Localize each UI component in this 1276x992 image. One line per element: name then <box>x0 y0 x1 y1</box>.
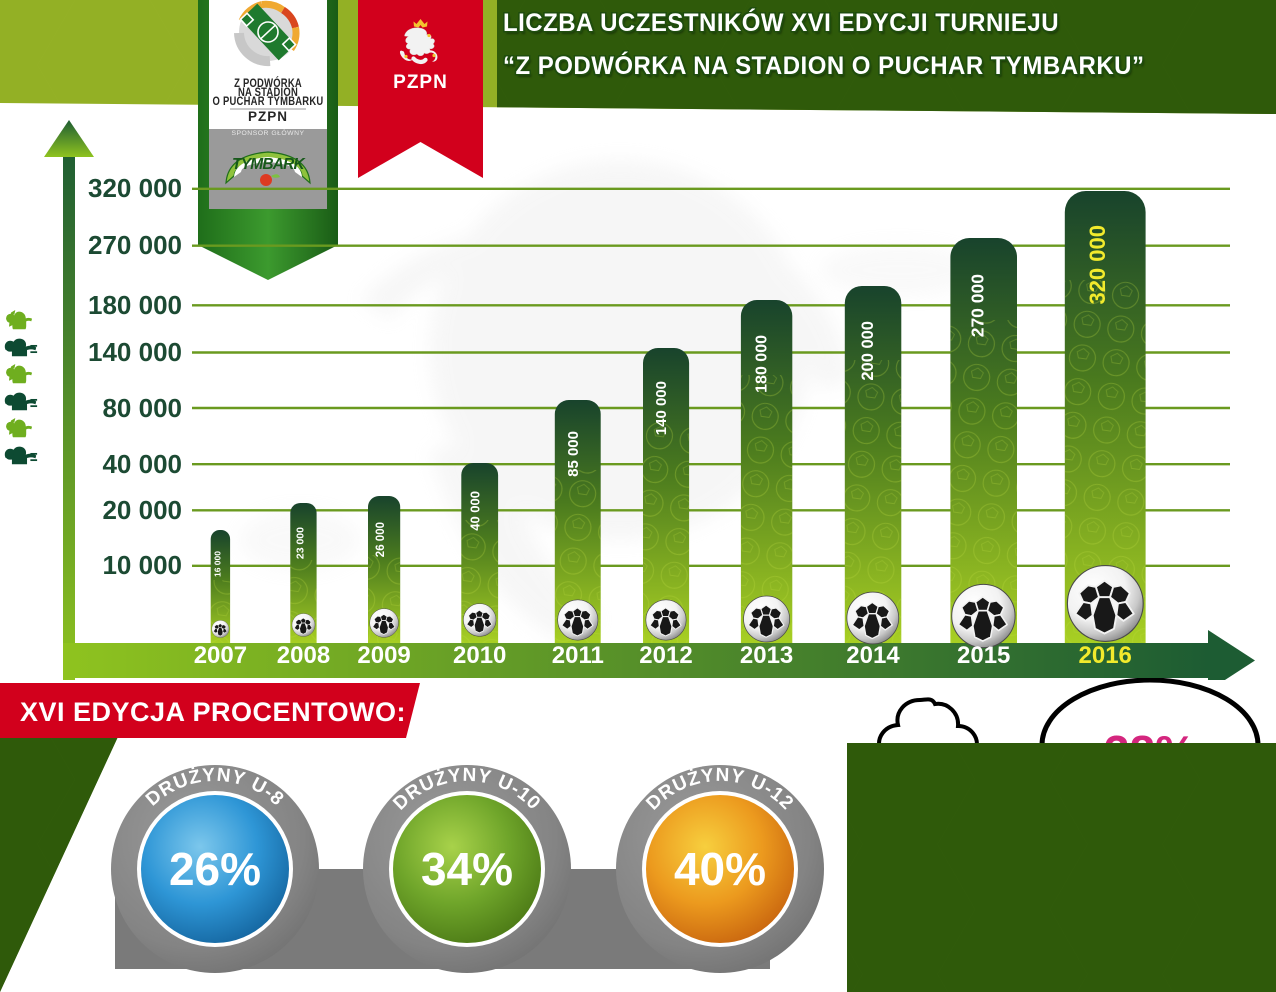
svg-text:2010: 2010 <box>453 642 506 669</box>
svg-text:2008: 2008 <box>277 642 330 669</box>
svg-text:34%: 34% <box>421 843 513 895</box>
svg-text:2007: 2007 <box>194 642 247 669</box>
svg-text:2009: 2009 <box>357 642 410 669</box>
svg-text:XVI EDYCJA PROCENTOWO:: XVI EDYCJA PROCENTOWO: <box>20 697 406 727</box>
svg-text:26%: 26% <box>169 843 261 895</box>
svg-text:2012: 2012 <box>639 642 692 669</box>
svg-text:2011: 2011 <box>552 642 604 669</box>
svg-text:2015: 2015 <box>957 642 1010 669</box>
svg-text:2016: 2016 <box>1079 642 1132 669</box>
svg-text:2014: 2014 <box>846 642 900 669</box>
svg-text:40%: 40% <box>674 843 766 895</box>
svg-text:2013: 2013 <box>740 642 793 669</box>
